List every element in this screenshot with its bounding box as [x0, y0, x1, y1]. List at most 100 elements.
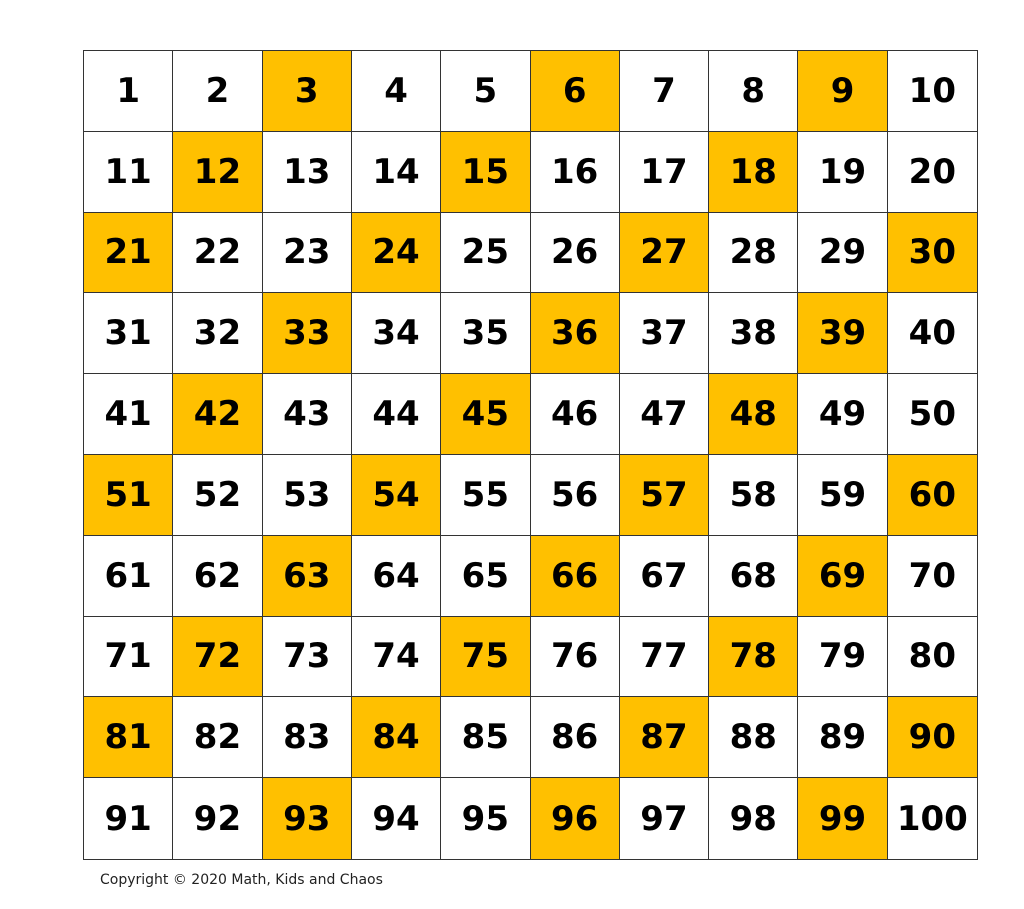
number-cell: 98 — [709, 778, 799, 859]
number-cell: 65 — [441, 535, 531, 617]
number-cell: 56 — [530, 455, 620, 536]
highlighted-number-cell: 48 — [709, 374, 799, 455]
highlighted-number-cell: 12 — [173, 131, 263, 213]
highlighted-number-cell: 15 — [441, 131, 531, 213]
number-cell: 77 — [619, 616, 710, 698]
number-cell: 61 — [84, 535, 174, 617]
number-cell: 32 — [173, 293, 263, 375]
number-cell: 40 — [887, 293, 977, 375]
highlighted-number-cell: 54 — [351, 455, 442, 536]
number-cell: 74 — [351, 616, 442, 698]
highlighted-number-cell: 45 — [441, 374, 531, 455]
number-cell: 82 — [173, 697, 263, 779]
number-cell: 62 — [173, 535, 263, 617]
number-cell: 100 — [887, 778, 977, 859]
number-cell: 20 — [887, 131, 977, 213]
number-cell: 53 — [262, 455, 352, 536]
number-cell: 71 — [84, 616, 174, 698]
number-cell: 16 — [530, 131, 620, 213]
number-cell: 95 — [441, 778, 531, 859]
number-cell: 35 — [441, 293, 531, 375]
highlighted-number-cell: 96 — [530, 778, 620, 859]
number-cell: 73 — [262, 616, 352, 698]
highlighted-number-cell: 99 — [798, 778, 888, 859]
highlighted-number-cell: 51 — [84, 455, 174, 536]
number-cell: 28 — [709, 212, 799, 294]
number-cell: 29 — [798, 212, 888, 294]
number-cell: 59 — [798, 455, 888, 536]
number-cell: 7 — [619, 51, 710, 132]
number-cell: 92 — [173, 778, 263, 859]
number-cell: 58 — [709, 455, 799, 536]
highlighted-number-cell: 24 — [351, 212, 442, 294]
number-cell: 43 — [262, 374, 352, 455]
number-cell: 34 — [351, 293, 442, 375]
highlighted-number-cell: 63 — [262, 535, 352, 617]
number-cell: 64 — [351, 535, 442, 617]
highlighted-number-cell: 75 — [441, 616, 531, 698]
number-cell: 17 — [619, 131, 710, 213]
number-cell: 76 — [530, 616, 620, 698]
highlighted-number-cell: 30 — [887, 212, 977, 294]
number-cell: 49 — [798, 374, 888, 455]
number-cell: 85 — [441, 697, 531, 779]
highlighted-number-cell: 3 — [262, 51, 352, 132]
hundreds-chart-grid: 1 2 3 4 5 6 7 8 9 10 11 12 13 14 15 16 17 18 19 20 21 22 23 24 2… — [83, 50, 978, 860]
highlighted-number-cell: 69 — [798, 535, 888, 617]
highlighted-number-cell: 42 — [173, 374, 263, 455]
number-cell: 47 — [619, 374, 710, 455]
highlighted-number-cell: 36 — [530, 293, 620, 375]
number-cell: 68 — [709, 535, 799, 617]
number-cell: 67 — [619, 535, 710, 617]
highlighted-number-cell: 66 — [530, 535, 620, 617]
number-cell: 19 — [798, 131, 888, 213]
highlighted-number-cell: 90 — [887, 697, 977, 779]
highlighted-number-cell: 57 — [619, 455, 710, 536]
number-cell: 2 — [173, 51, 263, 132]
number-cell: 86 — [530, 697, 620, 779]
highlighted-number-cell: 78 — [709, 616, 799, 698]
number-cell: 44 — [351, 374, 442, 455]
number-cell: 50 — [887, 374, 977, 455]
number-cell: 8 — [709, 51, 799, 132]
highlighted-number-cell: 39 — [798, 293, 888, 375]
number-cell: 13 — [262, 131, 352, 213]
number-cell: 22 — [173, 212, 263, 294]
number-cell: 52 — [173, 455, 263, 536]
number-cell: 70 — [887, 535, 977, 617]
highlighted-number-cell: 21 — [84, 212, 174, 294]
number-cell: 91 — [84, 778, 174, 859]
number-cell: 79 — [798, 616, 888, 698]
highlighted-number-cell: 33 — [262, 293, 352, 375]
number-cell: 26 — [530, 212, 620, 294]
number-cell: 88 — [709, 697, 799, 779]
highlighted-number-cell: 27 — [619, 212, 710, 294]
number-cell: 1 — [84, 51, 174, 132]
highlighted-number-cell: 81 — [84, 697, 174, 779]
number-cell: 14 — [351, 131, 442, 213]
number-cell: 11 — [84, 131, 174, 213]
number-cell: 10 — [887, 51, 977, 132]
highlighted-number-cell: 60 — [887, 455, 977, 536]
number-cell: 38 — [709, 293, 799, 375]
number-cell: 94 — [351, 778, 442, 859]
number-cell: 41 — [84, 374, 174, 455]
highlighted-number-cell: 93 — [262, 778, 352, 859]
highlighted-number-cell: 87 — [619, 697, 710, 779]
highlighted-number-cell: 84 — [351, 697, 442, 779]
highlighted-number-cell: 6 — [530, 51, 620, 132]
copyright-text: Copyright © 2020 Math, Kids and Chaos — [100, 872, 383, 888]
number-cell: 89 — [798, 697, 888, 779]
number-cell: 46 — [530, 374, 620, 455]
number-cell: 83 — [262, 697, 352, 779]
number-cell: 80 — [887, 616, 977, 698]
number-cell: 4 — [351, 51, 442, 132]
number-cell: 97 — [619, 778, 710, 859]
number-cell: 31 — [84, 293, 174, 375]
number-cell: 23 — [262, 212, 352, 294]
highlighted-number-cell: 9 — [798, 51, 888, 132]
highlighted-number-cell: 72 — [173, 616, 263, 698]
number-cell: 25 — [441, 212, 531, 294]
number-cell: 55 — [441, 455, 531, 536]
number-cell: 37 — [619, 293, 710, 375]
